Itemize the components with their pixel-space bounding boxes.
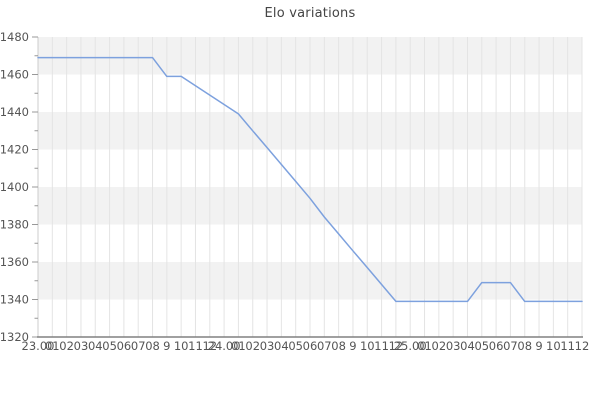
y-axis-label: 1320 xyxy=(0,330,29,344)
x-axis-label: 07 xyxy=(317,339,332,353)
x-axis-label: 24.00 xyxy=(208,339,241,353)
x-axis-label: 11 xyxy=(188,339,203,353)
y-axis-label: 1480 xyxy=(0,30,29,44)
x-axis-label: 07 xyxy=(503,339,518,353)
x-axis-label: 06 xyxy=(117,339,132,353)
y-axis-label: 1380 xyxy=(0,218,29,232)
x-axis-label: 05 xyxy=(288,339,303,353)
x-axis-label: 05 xyxy=(474,339,489,353)
x-axis-label: 01 xyxy=(417,339,432,353)
x-axis-label: 04 xyxy=(88,339,103,353)
x-axis-label: 07 xyxy=(131,339,146,353)
x-axis-label: 23.00 xyxy=(22,339,55,353)
y-axis-label: 1400 xyxy=(0,180,29,194)
x-axis-label: 04 xyxy=(460,339,475,353)
x-axis-label: 01 xyxy=(231,339,246,353)
x-axis-label: 08 xyxy=(331,339,346,353)
x-axis-label: 02 xyxy=(59,339,74,353)
x-axis-label: 12 xyxy=(389,339,404,353)
chart-title: Elo variations xyxy=(264,6,356,21)
x-axis-label: 03 xyxy=(446,339,461,353)
x-axis-label: 12 xyxy=(202,339,217,353)
y-axis-label: 1460 xyxy=(0,68,29,82)
x-axis-label: 10 xyxy=(174,339,189,353)
x-axis-label: 04 xyxy=(274,339,289,353)
y-axis-label: 1440 xyxy=(0,105,29,119)
x-axis-label: 03 xyxy=(260,339,275,353)
x-axis-label: 10 xyxy=(360,339,375,353)
x-axis-label: 08 xyxy=(517,339,532,353)
y-axis-label: 1340 xyxy=(0,293,29,307)
x-axis-label: 9 xyxy=(163,339,170,353)
y-axis-label: 1420 xyxy=(0,143,29,157)
series-line xyxy=(37,56,583,303)
x-axis-label: 06 xyxy=(303,339,318,353)
x-axis-label: 03 xyxy=(74,339,89,353)
x-axis-label: 9 xyxy=(535,339,542,353)
x-axis-label: 08 xyxy=(145,339,160,353)
x-axis-label: 9 xyxy=(349,339,356,353)
x-axis-label: 10 xyxy=(546,339,561,353)
x-axis-label: 11 xyxy=(374,339,389,353)
x-axis-label: 11 xyxy=(560,339,575,353)
y-axis-label: 1360 xyxy=(0,255,29,269)
x-axis-label: 12 xyxy=(575,339,590,353)
x-axis-label: 01 xyxy=(45,339,60,353)
x-axis-label: 05 xyxy=(102,339,117,353)
x-axis-label: 02 xyxy=(432,339,447,353)
x-axis-label: 02 xyxy=(245,339,260,353)
x-axis-label: 25.00 xyxy=(394,339,427,353)
x-axis-label: 06 xyxy=(489,339,504,353)
